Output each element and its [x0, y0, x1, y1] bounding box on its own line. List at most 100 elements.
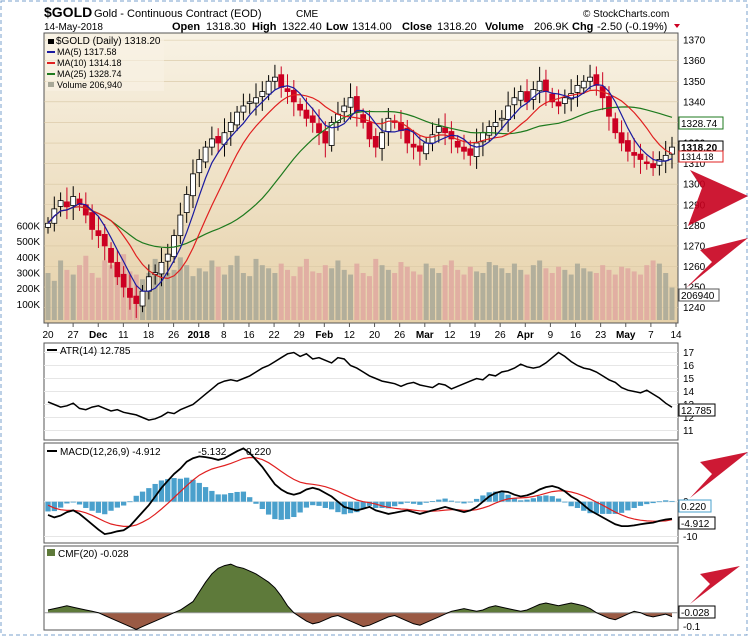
macd-histogram-bar	[51, 501, 57, 512]
legend-price: $GOLD (Daily) 1318.20	[56, 36, 161, 47]
candle-body	[366, 122, 373, 140]
candle-body	[486, 126, 493, 136]
candle-body	[454, 140, 461, 148]
macd-histogram-bar	[606, 501, 612, 514]
macd-histogram-bar	[310, 501, 316, 506]
candle-body	[549, 93, 556, 103]
macd-histogram-bar	[549, 496, 555, 502]
volume-bar	[228, 265, 234, 320]
macd-histogram-bar	[152, 483, 158, 502]
volume-bar	[511, 263, 517, 320]
volume-bar	[259, 265, 265, 320]
macd-histogram-bar	[448, 500, 455, 502]
macd-histogram-bar	[57, 501, 64, 508]
volume-bar	[423, 263, 429, 320]
candle-body	[574, 84, 581, 93]
candle-body	[202, 146, 209, 163]
date-label: 16	[243, 330, 255, 341]
candle-body	[89, 212, 96, 230]
atr-tick-label: 12	[683, 413, 695, 424]
date-label: 20	[42, 330, 54, 341]
atr-tick-label: 14	[683, 387, 695, 398]
volume-bar	[429, 268, 435, 320]
candle-body	[505, 105, 512, 120]
volume-bar	[203, 271, 209, 320]
cmf-value-tag	[678, 605, 716, 619]
atr-panel: 17161514131211 ATR(14) 12.785 12.785	[43, 342, 716, 441]
volume-bar	[348, 274, 354, 320]
price-legend-swatch	[48, 39, 54, 44]
volume-bar	[385, 269, 391, 320]
exchange-label: CME	[296, 9, 319, 20]
candle-body	[158, 261, 165, 275]
macd-histogram-bar	[536, 496, 543, 502]
candle-body	[341, 105, 348, 113]
volume-bar	[114, 268, 120, 320]
macd-histogram-bar	[366, 501, 373, 506]
volume-bar	[392, 273, 398, 320]
candle-body	[196, 159, 203, 174]
candle-body	[108, 247, 114, 263]
ma25-value-tag	[678, 116, 724, 130]
candle-body	[624, 140, 631, 152]
volume-bar	[234, 255, 240, 320]
macd-histogram-bar	[247, 497, 253, 502]
candle-body	[70, 196, 77, 206]
macd-histogram-bar	[499, 492, 505, 502]
macd-histogram-bar	[89, 501, 95, 511]
volume-bar	[190, 276, 196, 320]
macd-histogram-bar	[385, 501, 392, 509]
macd-panel: 0-10 MACD(12,26,9) -4.912 -5.132 0.220 0…	[43, 442, 716, 544]
volume-bar	[530, 265, 536, 320]
volume-tick-label: 600K	[17, 222, 41, 233]
arrow-icon	[690, 566, 740, 604]
date-label: Mar	[416, 330, 434, 341]
macd-line	[47, 447, 673, 536]
volume-tick-label: 100K	[17, 300, 41, 311]
candle-body	[612, 118, 619, 134]
candle-body	[127, 287, 133, 298]
macd-histogram-bar	[429, 501, 436, 502]
cmf-positive-area	[48, 564, 672, 613]
macd-histogram-bar	[234, 491, 240, 502]
symbol-title: $GOLD	[44, 4, 92, 20]
candle-body	[234, 111, 240, 126]
volume-bar	[77, 265, 83, 320]
macd-histogram-bar	[278, 501, 284, 520]
macd-histogram-bar	[316, 501, 322, 506]
volume-bar	[70, 274, 76, 320]
volume-bar	[480, 273, 486, 320]
macd-histogram-bar	[240, 491, 247, 502]
candle-body	[353, 96, 360, 113]
price-tick-label: 1360	[683, 56, 706, 67]
candle-body	[429, 134, 436, 144]
macd-histogram-bar	[568, 501, 574, 507]
macd-histogram-bar	[473, 498, 480, 502]
candle-body	[416, 145, 423, 152]
volume-bar	[152, 258, 158, 320]
macd-histogram-bar	[284, 501, 291, 520]
candle-body	[139, 290, 146, 307]
macd-histogram-bar	[663, 500, 669, 502]
candle-body	[650, 163, 656, 169]
volume-bar	[165, 273, 171, 320]
candle-body	[227, 122, 234, 132]
candle-body	[511, 97, 518, 106]
candle-body	[177, 214, 184, 237]
cmf-area	[44, 564, 678, 630]
macd-histogram-bar	[209, 490, 215, 502]
macd-histogram-bar	[341, 501, 347, 515]
close-label: Close	[402, 21, 432, 33]
candle-body	[253, 97, 259, 104]
volume-bar	[493, 265, 499, 320]
macd-histogram-bar	[202, 487, 209, 502]
atr-legend: ATR(14) 12.785	[60, 346, 131, 357]
date-label: 22	[269, 330, 281, 341]
macd-histogram-bar	[587, 501, 593, 514]
volume-bar	[291, 276, 297, 320]
macd-histogram-bar	[530, 498, 536, 502]
moving-average-lines	[47, 83, 673, 292]
macd-histogram-bar	[480, 495, 486, 502]
ma10-line	[47, 89, 673, 280]
volume-bar	[486, 262, 492, 320]
